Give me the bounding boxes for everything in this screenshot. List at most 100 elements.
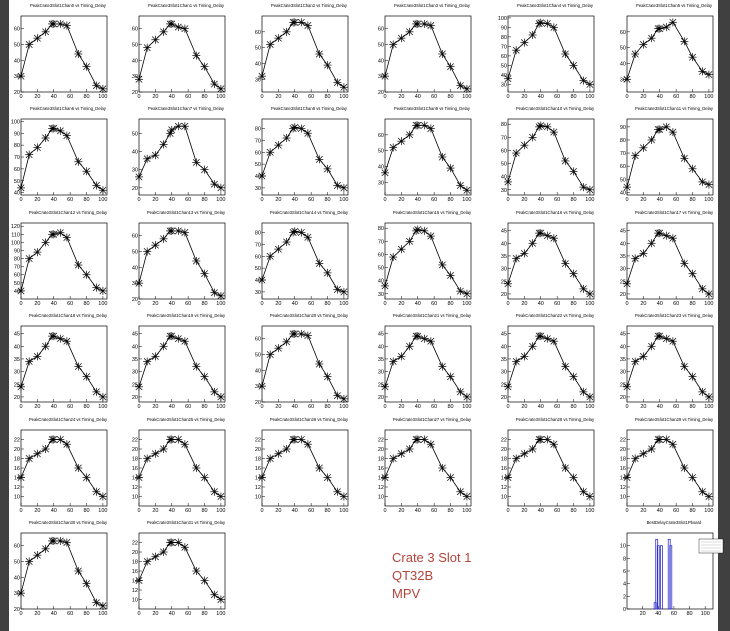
x-tick-label-10-3: 60 [554,197,560,203]
plot-frame-20 [261,325,349,403]
y-tick-label-2-3: 60 [255,30,261,36]
x-tick-label-21-0: 0 [383,404,386,410]
chart-title-7: PeakCrate3Slot1Chan7 vs Timing_Delay [148,106,224,111]
x-tick-label-2-2: 40 [292,94,298,100]
data-point-28-7 [549,440,558,449]
y-tick-label-22-2: 30 [501,370,507,376]
data-point-6-10 [92,181,101,190]
data-point-16-11 [585,289,594,298]
data-point-16-10 [579,284,588,293]
data-point-17-5 [655,229,664,238]
x-tick-label-5-0: 0 [625,94,628,100]
x-tick-label-24-3: 60 [67,508,73,514]
x-tick-label-24-4: 80 [83,508,89,514]
data-point-25-10 [210,487,219,496]
data-point-12-8 [74,261,83,270]
y-tick-label-11-2: 60 [620,164,626,170]
y-tick-label-4-3: 60 [501,54,507,60]
y-tick-label-27-6: 22 [378,438,384,444]
chart-panel-9: PeakCrate3Slot1Chan9 vs Timing_Delay 0 20 4… [373,103,491,203]
data-point-7-8 [192,158,201,167]
y-tick-label-0-4: 60 [14,27,20,33]
x-tick-label-28-2: 40 [538,508,544,514]
data-point-2-7 [303,21,312,30]
data-point-0-10 [92,81,101,90]
data-point-24-0 [17,473,25,482]
chart-title-27: PeakCrate3Slot1Chan27 vs Timing_Delay [392,417,472,422]
x-tick-label-9-5: 100 [462,197,471,203]
data-point-18-3 [41,342,50,351]
x-tick-label-15-2: 40 [415,301,421,307]
data-point-21-8 [438,362,447,371]
x-tick-label-17-3: 60 [673,301,679,307]
y-tick-label-17-1: 25 [620,279,626,285]
data-point-3-9 [446,62,455,71]
y-tick-label-25-5: 20 [132,447,138,453]
y-tick-label-32-4: 8 [623,556,626,562]
data-point-8-0 [258,172,266,180]
data-point-31-5 [167,538,176,547]
y-tick-label-26-2: 14 [255,476,261,482]
x-tick-label-25-4: 80 [201,508,207,514]
x-tick-label-11-0: 0 [625,197,628,203]
y-tick-label-16-5: 45 [501,229,507,235]
y-tick-label-25-4: 18 [132,457,138,463]
y-tick-label-9-2: 50 [378,149,384,155]
data-point-7-6 [174,122,183,131]
series-line-15 [384,229,468,295]
y-tick-label-1-1: 30 [132,74,138,80]
data-point-22-8 [561,362,570,371]
y-tick-label-1-2: 40 [132,58,138,64]
y-tick-label-26-0: 10 [255,495,261,501]
data-point-30-2 [33,551,42,560]
chart-title-14: PeakCrate3Slot1Chan14 vs Timing_Delay [269,210,349,215]
x-tick-label-2-1: 20 [275,94,281,100]
data-point-10-7 [549,128,558,137]
data-point-9-7 [426,124,435,133]
y-tick-label-4-1: 40 [501,73,507,79]
data-point-23-8 [680,362,689,371]
x-tick-label-22-2: 40 [538,404,544,410]
data-point-10-8 [561,156,570,165]
y-tick-label-14-0: 30 [255,290,261,296]
x-tick-label-29-0: 0 [625,508,628,514]
y-tick-label-24-4: 18 [14,457,20,463]
data-point-18-9 [82,372,91,381]
y-tick-label-1-4: 60 [132,27,138,33]
x-tick-label-31-1: 20 [152,611,158,617]
x-tick-label-13-1: 20 [152,301,158,307]
y-tick-label-10-4: 70 [501,135,507,141]
data-point-14-5 [290,227,299,236]
x-tick-label-27-1: 20 [398,508,404,514]
data-point-11-0 [623,183,631,192]
x-tick-label-5-2: 40 [657,94,663,100]
data-point-7-7 [180,122,189,131]
data-point-13-9 [200,269,209,278]
data-point-9-6 [420,121,429,130]
x-tick-label-9-1: 20 [398,197,404,203]
x-tick-label-8-1: 20 [275,197,281,203]
x-tick-label-12-4: 80 [83,301,89,307]
series-line-31 [138,542,222,600]
y-tick-label-7-2: 40 [132,150,138,156]
x-tick-label-27-0: 0 [383,508,386,514]
x-tick-label-3-1: 20 [398,94,404,100]
x-tick-label-30-5: 100 [98,611,107,617]
data-point-23-2 [639,352,648,361]
chart-panel-3: PeakCrate3Slot1Chan3 vs Timing_Delay 0 20 4… [373,0,491,100]
y-tick-label-8-4: 70 [255,138,261,144]
y-tick-label-27-0: 10 [378,495,384,501]
data-point-19-9 [200,372,209,381]
series-line-25 [138,439,222,497]
y-tick-label-12-8: 120 [11,224,20,230]
y-tick-label-15-2: 50 [378,266,384,272]
y-tick-label-0-3: 50 [14,43,20,49]
data-point-7-0 [135,172,143,181]
data-point-7-9 [200,165,209,174]
data-point-6-11 [98,186,107,195]
plot-frame-14 [261,222,349,300]
data-point-17-9 [688,269,697,278]
x-tick-label-26-4: 80 [324,508,330,514]
y-tick-label-20-1: 30 [255,384,261,390]
data-point-9-1 [389,143,398,152]
